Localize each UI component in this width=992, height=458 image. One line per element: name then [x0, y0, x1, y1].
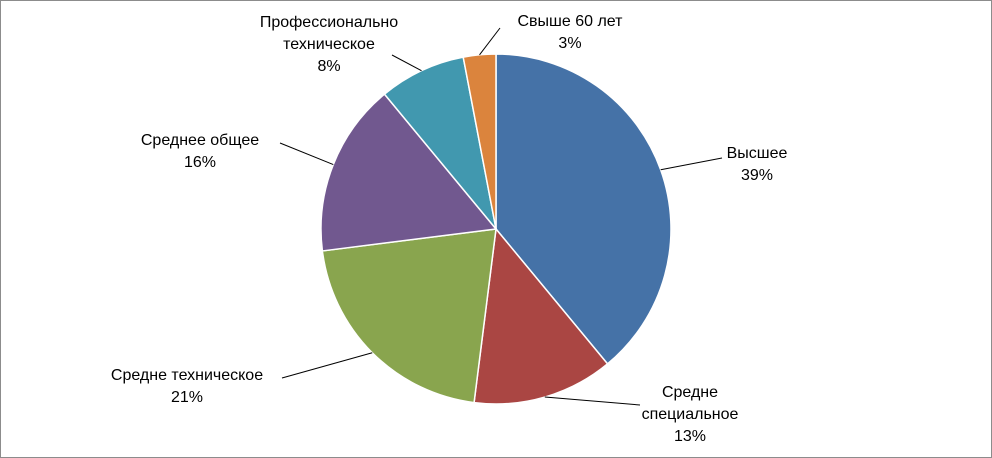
value-label: 8% — [317, 58, 341, 75]
category-label: Средне техническое — [110, 367, 264, 384]
leader-line — [279, 142, 334, 166]
pie-slice — [462, 53, 497, 230]
pie-slice — [320, 93, 498, 252]
category-label: Высшее — [726, 145, 788, 162]
pie-slice — [473, 227, 609, 405]
leader-line — [660, 157, 723, 171]
category-label: Среднее общее — [140, 132, 260, 149]
pie-slice — [321, 228, 497, 404]
data-label: Средне техническое 21% — [111, 365, 263, 409]
data-label: Среднее общее 16% — [141, 130, 259, 174]
value-label: 21% — [170, 389, 204, 406]
data-label: Средне специальное 13% — [642, 382, 739, 448]
value-label: 3% — [558, 35, 582, 52]
category-label: Средне специальное — [641, 384, 739, 423]
data-label: Свыше 60 лет 3% — [517, 11, 622, 55]
leader-line — [281, 352, 373, 379]
data-label: Высшее 39% — [727, 143, 788, 187]
category-label: Профессионально техническое — [259, 14, 399, 53]
value-label: 13% — [673, 428, 707, 445]
data-label: Профессионально техническое 8% — [260, 12, 398, 78]
leader-line — [391, 54, 422, 72]
value-label: 39% — [740, 167, 774, 184]
value-label: 16% — [183, 154, 217, 171]
leader-line — [479, 27, 501, 56]
pie-slice — [495, 53, 672, 365]
leader-line — [544, 396, 641, 406]
category-label: Свыше 60 лет — [517, 13, 623, 30]
